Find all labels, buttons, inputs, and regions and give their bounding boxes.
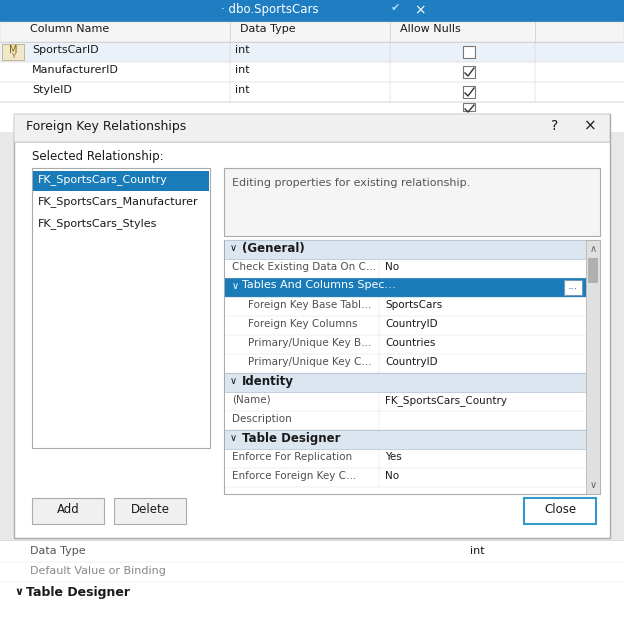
- Text: ∨: ∨: [230, 243, 237, 253]
- Bar: [14, 114, 610, 142]
- Bar: [225, 449, 586, 468]
- Text: Check Existing Data On C…: Check Existing Data On C…: [232, 262, 376, 272]
- Text: Selected Relationship:: Selected Relationship:: [32, 150, 163, 163]
- Bar: [225, 354, 586, 373]
- Bar: [225, 468, 586, 487]
- Text: int: int: [235, 65, 250, 75]
- Text: Foreign Key Base Tabl…: Foreign Key Base Tabl…: [248, 300, 371, 310]
- Text: ManufacturerID: ManufacturerID: [32, 65, 119, 75]
- Bar: [225, 240, 586, 259]
- Text: Primary/Unique Key C…: Primary/Unique Key C…: [248, 357, 372, 367]
- Text: ∨: ∨: [232, 281, 239, 291]
- Bar: [564, 280, 582, 295]
- Bar: [33, 171, 209, 191]
- Bar: [0, 42, 624, 62]
- Bar: [0, 22, 624, 42]
- Text: Enforce Foreign Key C…: Enforce Foreign Key C…: [232, 471, 356, 481]
- Text: No: No: [385, 262, 399, 272]
- Text: ∧: ∧: [590, 244, 597, 254]
- Bar: [2, 44, 24, 60]
- Bar: [0, 0, 624, 22]
- Bar: [586, 240, 600, 494]
- Text: SportsCars: SportsCars: [385, 300, 442, 310]
- Bar: [463, 46, 475, 58]
- Text: · dbo.SportsCars: · dbo.SportsCars: [221, 3, 319, 16]
- Bar: [224, 168, 600, 236]
- Bar: [588, 258, 598, 283]
- Text: (General): (General): [242, 242, 305, 255]
- Text: Close: Close: [544, 503, 576, 516]
- Text: CountryID: CountryID: [385, 319, 437, 329]
- Text: Countries: Countries: [385, 338, 436, 348]
- Text: StyleID: StyleID: [32, 85, 72, 95]
- Text: CountryID: CountryID: [385, 357, 437, 367]
- Bar: [224, 240, 600, 494]
- Bar: [0, 62, 624, 82]
- Text: ?: ?: [552, 119, 558, 133]
- Text: FK_SportsCars_Manufacturer: FK_SportsCars_Manufacturer: [38, 196, 198, 207]
- Text: No: No: [385, 471, 399, 481]
- Text: Yes: Yes: [385, 452, 402, 462]
- Bar: [0, 540, 624, 636]
- Text: M: M: [9, 45, 17, 55]
- Text: ∨: ∨: [14, 587, 23, 597]
- Bar: [114, 498, 186, 524]
- Bar: [225, 316, 586, 335]
- Text: Column Name: Column Name: [30, 24, 109, 34]
- Bar: [0, 82, 624, 102]
- Bar: [32, 498, 104, 524]
- Text: Description: Description: [232, 414, 292, 424]
- Bar: [524, 498, 596, 524]
- Bar: [225, 430, 586, 449]
- Text: ...: ...: [568, 281, 578, 291]
- Text: Add: Add: [57, 503, 79, 516]
- Text: Editing properties for existing relationship.: Editing properties for existing relation…: [232, 178, 470, 188]
- Text: Primary/Unique Key B…: Primary/Unique Key B…: [248, 338, 371, 348]
- Text: ✔: ✔: [391, 3, 400, 13]
- Bar: [225, 297, 586, 316]
- Text: Enforce For Replication: Enforce For Replication: [232, 452, 352, 462]
- Text: Allow Nulls: Allow Nulls: [400, 24, 461, 34]
- Bar: [0, 22, 624, 132]
- Text: int: int: [470, 546, 485, 556]
- Text: ∨: ∨: [590, 480, 597, 490]
- Bar: [463, 66, 475, 78]
- Bar: [225, 373, 586, 392]
- Bar: [225, 335, 586, 354]
- Bar: [14, 114, 610, 538]
- Text: FK_SportsCars_Country: FK_SportsCars_Country: [38, 174, 168, 185]
- Text: Delete: Delete: [130, 503, 170, 516]
- Bar: [463, 86, 475, 98]
- Text: Table Designer: Table Designer: [242, 432, 341, 445]
- Bar: [0, 102, 624, 112]
- Text: ∨: ∨: [230, 376, 237, 386]
- Text: Default Value or Binding: Default Value or Binding: [30, 566, 166, 576]
- Text: ×: ×: [583, 119, 597, 134]
- Text: Table Designer: Table Designer: [26, 586, 130, 599]
- Text: Foreign Key Columns: Foreign Key Columns: [248, 319, 358, 329]
- Text: ×: ×: [414, 3, 426, 17]
- Text: Identity: Identity: [242, 375, 294, 388]
- Bar: [225, 278, 586, 297]
- Text: FK_SportsCars_Country: FK_SportsCars_Country: [385, 395, 507, 406]
- Text: Data Type: Data Type: [240, 24, 296, 34]
- Bar: [225, 259, 586, 278]
- Text: Y: Y: [11, 53, 15, 59]
- Bar: [225, 392, 586, 411]
- Text: (Name): (Name): [232, 395, 271, 405]
- Bar: [225, 411, 586, 430]
- Text: FK_SportsCars_Styles: FK_SportsCars_Styles: [38, 218, 157, 229]
- Text: Foreign Key Relationships: Foreign Key Relationships: [26, 120, 186, 133]
- Text: ∨: ∨: [230, 433, 237, 443]
- Text: int: int: [235, 85, 250, 95]
- Bar: [32, 168, 210, 448]
- Text: Tables And Columns Spec…: Tables And Columns Spec…: [242, 280, 396, 290]
- Bar: [140, 0, 360, 22]
- Bar: [463, 103, 475, 111]
- Text: Data Type: Data Type: [30, 546, 85, 556]
- Text: int: int: [235, 45, 250, 55]
- Text: SportsCarID: SportsCarID: [32, 45, 99, 55]
